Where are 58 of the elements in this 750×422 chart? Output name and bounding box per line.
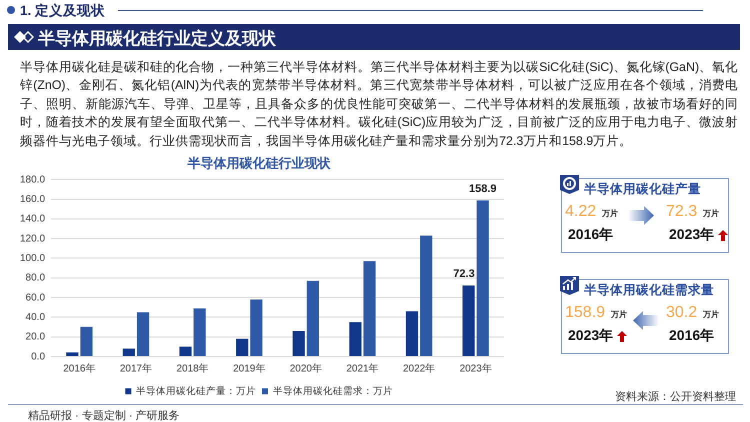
bar [306, 280, 319, 356]
chart-title: 半导体用碳化硅行业现状 [186, 155, 332, 170]
text: 1. 定义及现状 [20, 3, 106, 18]
text: 半导体用碳化硅需求量 [584, 283, 714, 297]
x-tick-label: 2021年 [346, 362, 379, 374]
bar [406, 311, 418, 356]
text: 2023年 [669, 226, 714, 244]
x-tick-label: 2023年 [460, 362, 492, 374]
data-label: 158.9 [469, 182, 497, 195]
bar [194, 308, 206, 356]
text: 万片 [703, 208, 720, 219]
bar [363, 261, 376, 356]
y-tick-label: 40.0 [26, 312, 46, 323]
text: 2016年 [568, 226, 614, 244]
text: 万片 [703, 309, 720, 320]
legend-label: 半导体用碳化硅产量：万片 [136, 384, 256, 397]
bar [292, 330, 305, 356]
text: 半导体用碳化硅产量 [584, 182, 701, 196]
bar [250, 300, 262, 356]
y-tick-label: 160.0 [20, 194, 46, 206]
x-tick-label: 2022年 [402, 362, 436, 374]
bar [476, 200, 489, 356]
text: 万片 [602, 208, 618, 219]
y-tick-label: 60.0 [26, 292, 46, 304]
y-tick-label: 120.0 [20, 233, 46, 244]
text: 158.9 [565, 303, 606, 323]
text: 半导体用碳化硅是碳和硅的化合物，一种第三代半导体材料。第三代半导体材料主要为以碳SiC化硅(SiC)、氮化镓(GaN)、氧化锌(ZnO)、金刚石、氮化铝(AlN)为代表的宽禁带半导体材料。第三代宽禁带半导体材料，可以被广泛应用在各个领域，消费电子、照明、新能源汽车、导弹、卫星等，且具备众多的优良性能可突破第一、二代半导体材料的发展瓶颈，故被市场看好的同时，随着技术的发展有望全面取代第一、二代半导体材料。碳化硅(SiC)应用较为广泛，目前被广泛的应用于电力电子、微波射频器件与光电子领域。行业供需现状而言，我国半导体用碳化硅产量和需求量分别为72.3万片和158.9万片。 [20, 60, 738, 148]
bar [122, 348, 135, 356]
x-tick-label: 2019年 [233, 362, 266, 374]
bar [136, 312, 150, 356]
bar [80, 326, 92, 356]
y-tick-label: 140.0 [20, 214, 46, 225]
bar [420, 236, 432, 356]
text: 30.2 [666, 303, 698, 323]
x-tick-label: 2018年 [176, 362, 209, 374]
y-tick-label: 0.0 [31, 351, 46, 362]
x-tick-label: 2017年 [120, 362, 152, 374]
bar [462, 285, 475, 356]
y-tick-label: 80.0 [26, 272, 46, 284]
text: 4.22 [565, 202, 596, 222]
x-tick-label: 2020年 [290, 362, 322, 374]
text: 2016年 [669, 327, 714, 345]
text: 万片 [611, 309, 628, 320]
text: 2023年 [568, 327, 614, 345]
text: 资料来源：公开资料整理 [615, 391, 736, 403]
bar [179, 346, 192, 356]
text: 精品研报 · 专题定制 · 产研服务 [28, 410, 180, 422]
data-label: 72.3 [453, 268, 475, 280]
y-tick-label: 100.0 [20, 252, 46, 264]
legend-label: 半导体用碳化硅需求：万片 [272, 384, 393, 397]
text: 72.3 [666, 202, 698, 222]
y-tick-label: 180.0 [20, 174, 46, 186]
bar [236, 338, 248, 356]
y-tick-label: 20.0 [26, 332, 46, 343]
bar [349, 322, 362, 356]
text: 半导体用碳化硅行业定义及现状 [38, 29, 276, 48]
bar [66, 352, 78, 356]
x-tick-label: 2016年 [63, 362, 96, 374]
